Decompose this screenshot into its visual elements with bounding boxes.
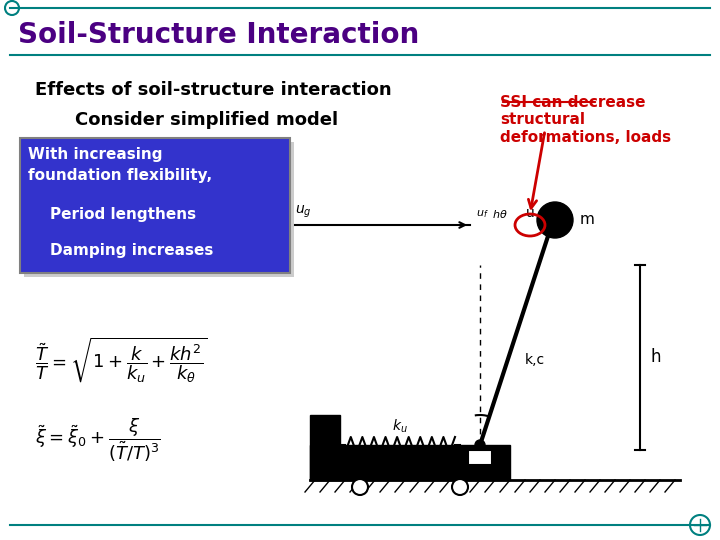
Text: m: m: [580, 213, 595, 227]
Bar: [468, 450, 492, 465]
Bar: [310, 415, 340, 480]
Text: $u_f$: $u_f$: [476, 208, 489, 220]
FancyBboxPatch shape: [20, 138, 290, 273]
Circle shape: [452, 479, 468, 495]
Text: $k_u$: $k_u$: [392, 417, 408, 435]
Text: $\tilde{\xi} = \tilde{\xi}_0 + \dfrac{\xi}{(\tilde{T}/T)^3}$: $\tilde{\xi} = \tilde{\xi}_0 + \dfrac{\x…: [35, 416, 161, 463]
Bar: [310, 445, 510, 480]
Circle shape: [475, 440, 485, 450]
Text: Period lengthens: Period lengthens: [50, 207, 196, 222]
Text: $k_\theta$: $k_\theta$: [495, 449, 510, 467]
Text: h: h: [650, 348, 660, 367]
Text: u: u: [526, 206, 534, 220]
Circle shape: [352, 479, 368, 495]
Text: k,c: k,c: [525, 353, 545, 367]
Text: Soil-Structure Interaction: Soil-Structure Interaction: [18, 21, 419, 49]
Text: $u_g$: $u_g$: [295, 204, 312, 220]
Text: Damping increases: Damping increases: [50, 242, 213, 258]
FancyBboxPatch shape: [24, 142, 294, 277]
Text: $h\theta$: $h\theta$: [492, 208, 508, 220]
Text: $\dfrac{\tilde{T}}{T} = \sqrt{1 + \dfrac{k}{k_u} + \dfrac{kh^2}{k_\theta}}$: $\dfrac{\tilde{T}}{T} = \sqrt{1 + \dfrac…: [35, 335, 207, 385]
Text: Consider simplified model: Consider simplified model: [75, 111, 338, 129]
Text: $\theta$: $\theta$: [500, 453, 510, 468]
Text: SSI can decrease
structural
deformations, loads: SSI can decrease structural deformations…: [500, 95, 671, 145]
Text: With increasing
foundation flexibility,: With increasing foundation flexibility,: [28, 147, 212, 183]
Circle shape: [537, 202, 573, 238]
Text: Effects of soil-structure interaction: Effects of soil-structure interaction: [35, 81, 392, 99]
